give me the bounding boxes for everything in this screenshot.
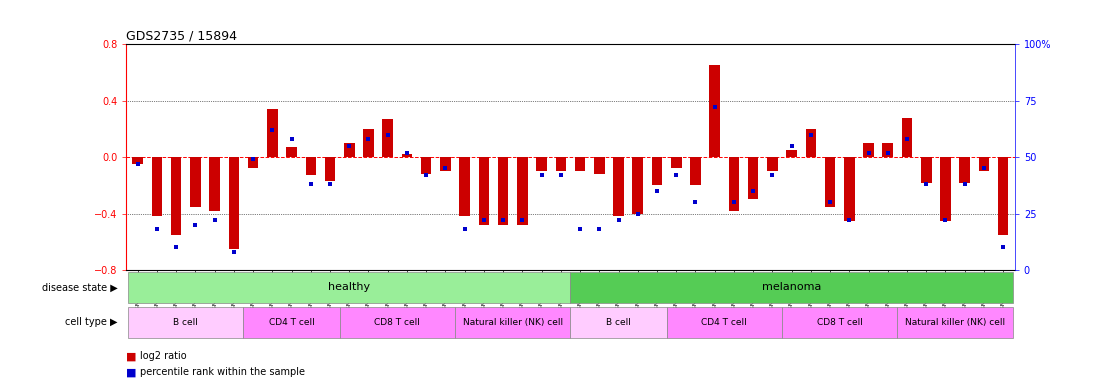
Text: Natural killer (NK) cell: Natural killer (NK) cell [905,318,1005,327]
Text: CD4 T cell: CD4 T cell [269,318,315,327]
Text: disease state ▶: disease state ▶ [42,283,117,293]
Bar [517,157,528,225]
Bar [671,157,681,169]
Bar [210,157,219,211]
Bar [190,157,201,207]
Text: log2 ratio: log2 ratio [140,351,188,361]
Bar [133,157,143,164]
Bar [325,157,336,181]
Text: percentile rank within the sample: percentile rank within the sample [140,367,305,377]
Bar [844,157,855,221]
Text: ■: ■ [126,367,137,377]
Bar [440,157,451,171]
FancyBboxPatch shape [782,307,897,338]
Bar [652,157,663,185]
Bar [460,157,470,216]
Bar [825,157,836,207]
Text: CD8 T cell: CD8 T cell [374,318,420,327]
Bar [921,157,931,182]
Bar [286,147,297,157]
Bar [555,157,566,171]
Bar [151,157,162,216]
Bar [940,157,951,221]
Bar [710,65,720,157]
Bar [690,157,701,185]
Text: CD8 T cell: CD8 T cell [817,318,862,327]
Bar [998,157,1008,235]
Bar [593,157,604,174]
FancyBboxPatch shape [897,307,1013,338]
Bar [498,157,508,225]
Bar [363,129,374,157]
Text: cell type ▶: cell type ▶ [65,318,117,328]
Bar [305,157,316,175]
Bar [863,143,874,157]
FancyBboxPatch shape [570,307,667,338]
Bar [267,109,278,157]
Bar [575,157,586,171]
Bar [787,150,796,157]
Bar [728,157,739,211]
Text: CD4 T cell: CD4 T cell [701,318,747,327]
Bar [344,143,354,157]
Bar [613,157,624,216]
Bar [805,129,816,157]
Text: ■: ■ [126,351,137,361]
Bar [748,157,758,199]
Text: GDS2735 / 15894: GDS2735 / 15894 [126,30,237,43]
Text: B cell: B cell [606,318,631,327]
Bar [383,119,393,157]
Bar [228,157,239,249]
Text: Natural killer (NK) cell: Natural killer (NK) cell [463,318,563,327]
Bar [421,157,431,174]
Text: B cell: B cell [173,318,199,327]
Bar [902,118,913,157]
Text: healthy: healthy [328,283,371,293]
Text: melanoma: melanoma [762,283,822,293]
Bar [767,157,778,171]
FancyBboxPatch shape [340,307,455,338]
FancyBboxPatch shape [128,272,570,303]
Bar [248,157,259,169]
FancyBboxPatch shape [128,307,244,338]
Bar [979,157,989,171]
Bar [633,157,643,214]
FancyBboxPatch shape [667,307,782,338]
Bar [536,157,547,171]
Bar [960,157,970,182]
Bar [171,157,181,235]
FancyBboxPatch shape [570,272,1013,303]
Bar [882,143,893,157]
Bar [402,154,412,157]
FancyBboxPatch shape [244,307,340,338]
FancyBboxPatch shape [455,307,570,338]
Bar [478,157,489,225]
